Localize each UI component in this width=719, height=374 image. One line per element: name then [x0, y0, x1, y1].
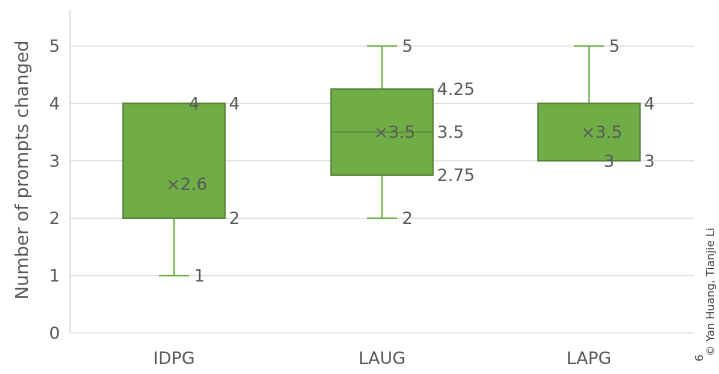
mean-label: ×3.5: [581, 123, 622, 143]
data-label: 3: [644, 152, 655, 172]
x-category-label: IDPG: [153, 349, 195, 369]
y-tick-label: 4: [49, 94, 60, 114]
box-group: 4 4 2 1 ×2.6: [122, 94, 240, 287]
y-tick-label: 3: [49, 152, 60, 172]
x-category-label: LAPG: [567, 349, 612, 369]
y-tick-label: 1: [49, 267, 60, 287]
box-group: 5 4 3 3 ×3.5: [537, 37, 655, 172]
data-label: 5: [609, 37, 620, 57]
copyright-credit: © Yan Huang, Tianjie Li: [704, 228, 717, 357]
data-label: 2: [402, 209, 413, 229]
data-label: 5: [402, 37, 413, 57]
x-category-label: LAUG: [358, 349, 405, 369]
data-label: 4: [644, 94, 655, 114]
data-label: 4.25: [437, 80, 475, 100]
data-label: 2: [229, 209, 240, 229]
page-marker: 6: [693, 355, 706, 362]
y-tick-label: 2: [49, 209, 60, 229]
mean-label: ×3.5: [374, 123, 415, 143]
mean-label: ×2.6: [166, 175, 207, 195]
y-tick-label: 0: [49, 324, 60, 344]
data-label: 2.75: [437, 166, 475, 186]
data-label: 4: [189, 94, 200, 114]
y-axis-ticks: 0 1 2 3 4 5: [49, 37, 60, 344]
y-axis-label: Number of prompts changed: [12, 40, 33, 299]
x-axis-categories: IDPG LAUG LAPG: [153, 349, 611, 369]
box-group: 5 4.25 3.5 2.75 2 ×3.5: [330, 37, 475, 229]
box-series: 4 4 2 1 ×2.6 5 4.25 3.5 2.75 2 ×3.5 5 4 3 3 ×3.5: [122, 37, 655, 287]
data-label: 3: [604, 152, 615, 172]
y-tick-label: 5: [49, 37, 60, 57]
data-label: 1: [194, 267, 205, 287]
box-iqr: [537, 102, 641, 162]
data-label: 4: [229, 94, 240, 114]
data-label: 3.5: [437, 123, 464, 143]
box-iqr: [122, 102, 226, 219]
